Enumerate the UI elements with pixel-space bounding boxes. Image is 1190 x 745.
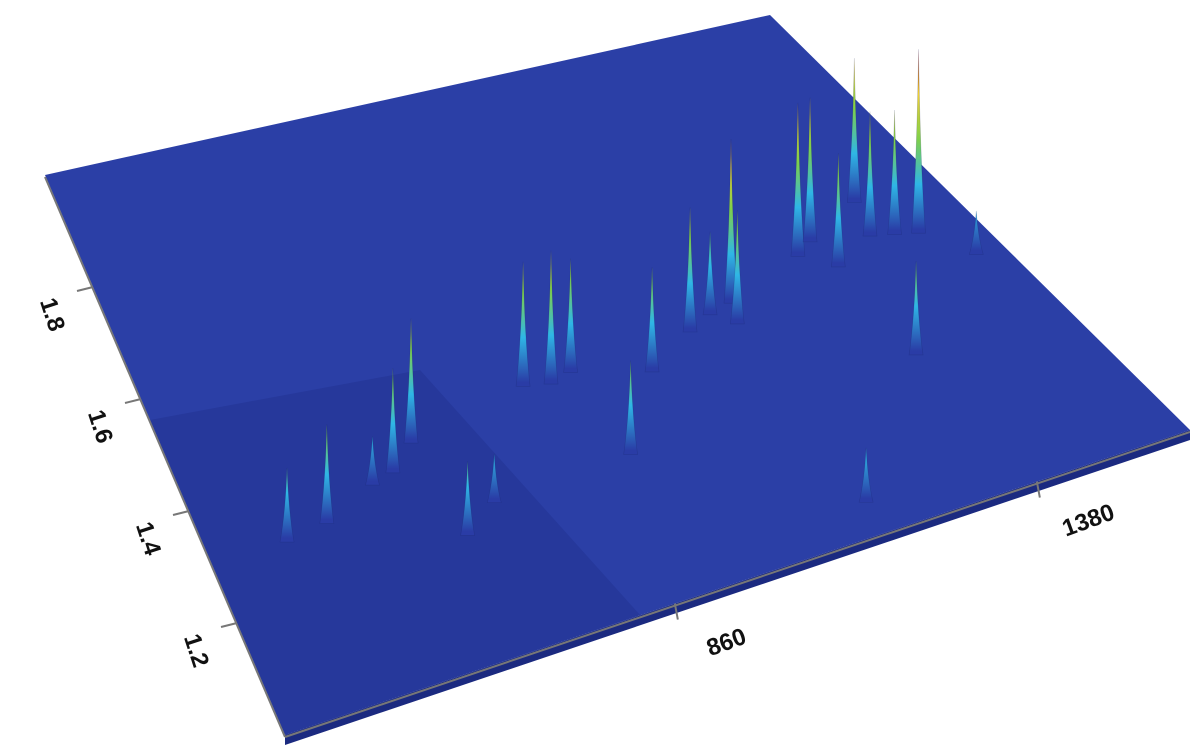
peak (279, 467, 295, 543)
peak (623, 360, 638, 455)
y-tick-label: 1.6 (82, 407, 118, 447)
peak (563, 258, 578, 373)
y-tick-label: 1.8 (34, 295, 70, 335)
peak (830, 153, 846, 268)
y-tick (172, 510, 190, 516)
x-tick (1035, 481, 1041, 498)
y-tick (220, 622, 238, 628)
peak (858, 447, 874, 503)
y-tick-label: 1.4 (130, 519, 166, 560)
peak (968, 210, 984, 255)
peak (887, 109, 902, 235)
x-tick (673, 603, 679, 620)
peak (460, 461, 475, 536)
x-axis-line (284, 431, 1190, 738)
peak (486, 453, 502, 504)
y-tick (76, 286, 94, 292)
peak (515, 261, 531, 387)
peak (702, 231, 718, 316)
peak (846, 58, 862, 203)
y-tick-label: 1.2 (178, 631, 214, 671)
peak (908, 260, 924, 356)
peak (543, 250, 559, 385)
peak (365, 436, 380, 486)
x-tick-label: 1380 (1059, 499, 1118, 543)
y-axis-line (44, 176, 286, 738)
peak (403, 318, 419, 444)
peak (644, 267, 660, 373)
x-tick-label: 860 (703, 623, 750, 662)
peak (911, 49, 926, 234)
peak (802, 97, 818, 243)
peak (862, 111, 878, 237)
peak (682, 207, 698, 333)
floor-shade (150, 370, 640, 735)
peak (729, 210, 745, 325)
floor (45, 15, 1190, 735)
peak (319, 424, 335, 524)
y-tick (124, 398, 142, 404)
peak (385, 368, 401, 474)
peak (790, 102, 806, 257)
